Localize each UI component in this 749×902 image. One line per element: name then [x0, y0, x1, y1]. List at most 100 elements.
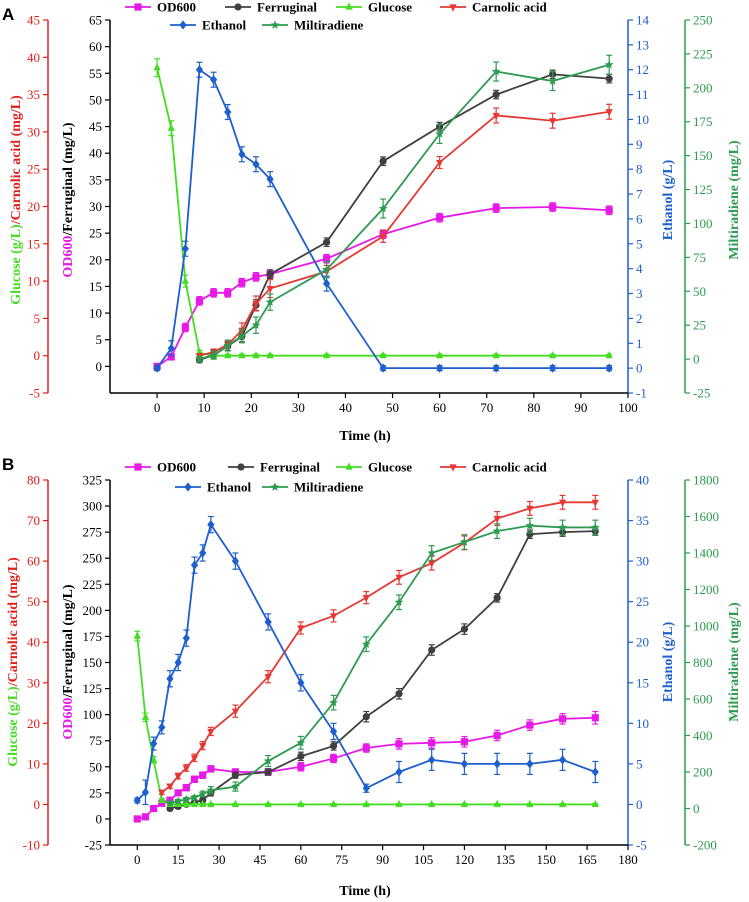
panel-a-green-tick-label: 75 — [693, 250, 706, 265]
panel-b-point-od600 — [150, 804, 158, 813]
panel-b-blue-tick-label: 10 — [636, 716, 649, 731]
panel-b-black-tick-label: 25 — [89, 785, 102, 800]
panel-b-point-glucose — [329, 799, 338, 808]
panel-a-series-miltiradiene — [195, 54, 614, 363]
panel-a-black-axis-label: OD600/Ferruginal (mg/L) — [61, 122, 76, 277]
panel-a-point-miltiradiene — [209, 350, 218, 359]
panel-b-axis-black: -25 0 25 50 75 100 125 150 175 200 225 250 275 300 325 — [83, 473, 111, 853]
panel-a-red-tick-label: 40 — [27, 50, 40, 65]
panel-a-line-miltiradiene — [199, 63, 610, 360]
panel-b-red-label-part1: Glucose (g/L) — [6, 686, 21, 767]
panel-b-point-ethanol — [264, 617, 272, 627]
panel-b-red-tick-label: 10 — [27, 756, 40, 771]
panel-a-green-tick-label: 225 — [693, 46, 713, 61]
panel-b-legend: OD600 Ferruginal Glucose Carnolic acid Ethan… — [125, 460, 548, 495]
panel-a-point-od600 — [167, 353, 175, 361]
panel-a-point-ethanol — [379, 363, 387, 373]
panel-b-x-tick-label: 15 — [172, 852, 185, 867]
panel-b-legend-label-ethanol: Ethanol — [207, 480, 251, 495]
panel-a-point-miltiradiene — [322, 264, 331, 274]
panel-b-green-tick-label: 200 — [693, 765, 713, 780]
panel-b-blue-tick-label: -5 — [636, 838, 647, 853]
panel-b-x-tick-label: 165 — [577, 852, 597, 867]
panel-b-legend-label-glucose: Glucose — [368, 460, 412, 475]
panel-b-green-tick-label: 1400 — [693, 546, 719, 561]
panel-b-legend-swatch-marker — [270, 482, 280, 491]
panel-a-point-miltiradiene — [378, 203, 388, 213]
panel-a-series-ethanol — [153, 61, 613, 373]
panel-a-black-tick-label: 25 — [89, 226, 102, 241]
panel-b-point-carnolic-acid — [207, 728, 215, 737]
panel-b-point-carnolic-acid — [329, 613, 338, 621]
panel-b-blue-tick-label: 20 — [636, 635, 649, 650]
panel-a-green-tick-label: 100 — [693, 216, 713, 231]
panel-a-blue-tick-label: 0 — [636, 361, 643, 376]
panel-b-point-ferruginal — [460, 625, 469, 633]
panel-a-legend-label-glucose: Glucose — [368, 0, 412, 15]
panel-a-red-tick-label: 5 — [34, 311, 41, 326]
panel-b-point-od600 — [493, 731, 501, 740]
panel-b-point-carnolic-acid — [182, 765, 190, 773]
panel-b-legend-item-ferruginal: Ferruginal — [228, 460, 320, 475]
panel-a-black-tick-label: 60 — [89, 39, 102, 54]
panel-a-point-carnolic-acid — [436, 159, 444, 168]
panel-b-point-od600 — [526, 721, 534, 729]
panel-a-point-ethanol — [181, 244, 189, 254]
panel-a-point-carnolic-acid — [492, 112, 500, 121]
panel-b-series-carnolic-acid — [158, 494, 599, 797]
panel-b-point-ferruginal — [231, 771, 240, 779]
panel-b-point-carnolic-acid — [199, 743, 207, 751]
panel-a-point-od600 — [323, 255, 331, 263]
panel-a-point-glucose — [605, 351, 613, 359]
panel-a-point-glucose — [379, 351, 387, 359]
panel-a-point-ethanol — [492, 363, 500, 373]
panel-a-point-ferruginal — [266, 270, 274, 278]
panel-b-blue-tick-label: 40 — [636, 473, 649, 488]
panel-b-blue-tick-label: 35 — [636, 513, 649, 528]
panel-b-point-ethanol — [362, 783, 370, 793]
panel-a-blue-tick-label: 5 — [636, 236, 643, 251]
panel-a-blue-tick-label: 2 — [636, 311, 643, 326]
panel-a-legend-swatch-marker — [134, 3, 142, 11]
panel-b-point-ethanol — [207, 520, 215, 530]
panel-b-point-carnolic-acid — [297, 625, 305, 633]
panel-b-point-miltiradiene — [427, 548, 437, 557]
panel-b-green-axis-label: Miltiradiene (mg/L) — [727, 602, 742, 722]
panel-b-legend-item-ethanol: Ethanol — [175, 480, 251, 495]
panel-a-black-tick-label: 0 — [96, 359, 103, 374]
panel-b-red-tick-label: 30 — [27, 675, 40, 690]
panel-a-blue-tick-label: 13 — [636, 37, 649, 52]
panel-b-x-tick-label: 45 — [253, 852, 266, 867]
panel-b-x-tick-label: 135 — [496, 852, 516, 867]
panel-b-black-tick-label: 200 — [83, 603, 103, 618]
panel-b-point-ferruginal — [264, 768, 272, 776]
panel-a-x-tick-label: 20 — [245, 400, 258, 415]
panel-b-x-tick-label: 180 — [618, 852, 638, 867]
panel-a-legend-item-od600: OD600 — [125, 0, 196, 15]
panel-a-x-tick-label: 40 — [339, 400, 352, 415]
panel-a-black-label-part1: OD600 — [61, 236, 76, 278]
panel-a-point-od600 — [436, 214, 444, 222]
panel-b-point-ethanol — [329, 726, 338, 737]
panel-b-x-label: Time (h) — [339, 884, 391, 899]
panel-a-legend-label-ethanol: Ethanol — [202, 18, 246, 33]
panel-a-legend-label-od600: OD600 — [157, 0, 196, 15]
panel-b-point-ferruginal — [362, 713, 370, 721]
panel-b-point-ethanol — [428, 755, 436, 765]
panel-b-point-miltiradiene — [173, 796, 183, 805]
panel-b-x-tick-label: 120 — [455, 852, 475, 867]
panel-b-point-glucose — [297, 799, 305, 808]
panel-a-point-miltiradiene — [604, 60, 614, 69]
panel-b-red-tick-label: -10 — [23, 838, 40, 853]
panel-a-point-od600 — [238, 279, 246, 287]
panel-b-red-axis-label: Glucose (g/L)/Carnolic acid (mg/L) — [6, 557, 21, 767]
panel-a-point-glucose — [436, 351, 444, 359]
panel-b-point-ethanol — [174, 657, 182, 668]
panel-b-point-carnolic-acid — [428, 560, 436, 568]
panel-b-point-miltiradiene — [206, 785, 216, 794]
panel-a-blue-tick-label: 1 — [636, 336, 643, 351]
panel-a-point-ethanol — [323, 278, 331, 289]
panel-b-point-ethanol — [558, 755, 567, 765]
panel-a-red-tick-label: 10 — [27, 274, 40, 289]
panel-a-point-od600 — [210, 289, 218, 297]
